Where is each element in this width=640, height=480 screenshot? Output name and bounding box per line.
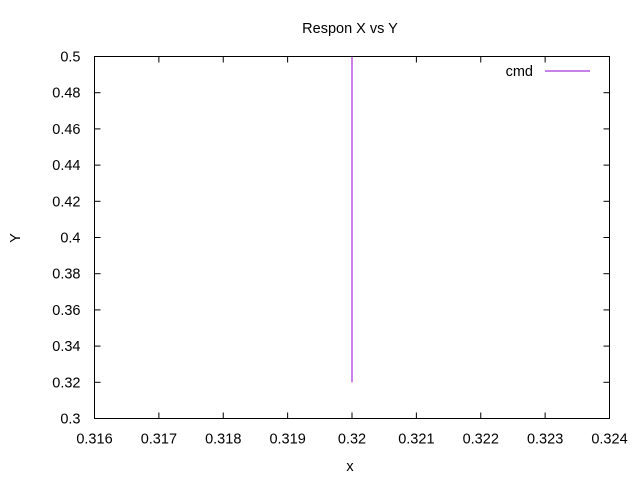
y-tick-label: 0.46 [52, 122, 80, 138]
y-tick-label: 0.38 [52, 267, 80, 283]
axis-ticks: 0.316 0.317 0.318 0.319 0.32 0.321 0.322 0.323 0… [52, 50, 627, 448]
y-tick-label: 0.3 [60, 412, 80, 428]
y-tick-label: 0.32 [52, 375, 80, 391]
x-tick-label: 0.322 [463, 432, 499, 448]
x-tick-label: 0.321 [398, 432, 434, 448]
chart-title: Respon X vs Y [302, 21, 398, 37]
x-tick-label: 0.323 [527, 432, 563, 448]
y-tick-label: 0.5 [60, 50, 80, 66]
y-tick-label: 0.44 [52, 158, 80, 174]
y-tick-label: 0.36 [52, 303, 80, 319]
plot-frame [94, 56, 610, 419]
y-tick-label: 0.34 [52, 339, 80, 355]
x-tick-label: 0.319 [269, 432, 305, 448]
x-tick-label: 0.32 [338, 432, 366, 448]
y-tick-label: 0.4 [60, 231, 80, 247]
y-axis-label: Y [8, 233, 24, 243]
x-tick-label: 0.324 [591, 432, 627, 448]
x-axis-label: x [346, 459, 354, 475]
x-tick-label: 0.318 [205, 432, 241, 448]
x-tick-label: 0.317 [141, 432, 177, 448]
legend: cmd [506, 64, 590, 80]
x-tick-label: 0.316 [76, 432, 112, 448]
legend-label: cmd [506, 64, 533, 80]
y-tick-label: 0.48 [52, 86, 80, 102]
y-tick-label: 0.42 [52, 194, 80, 210]
